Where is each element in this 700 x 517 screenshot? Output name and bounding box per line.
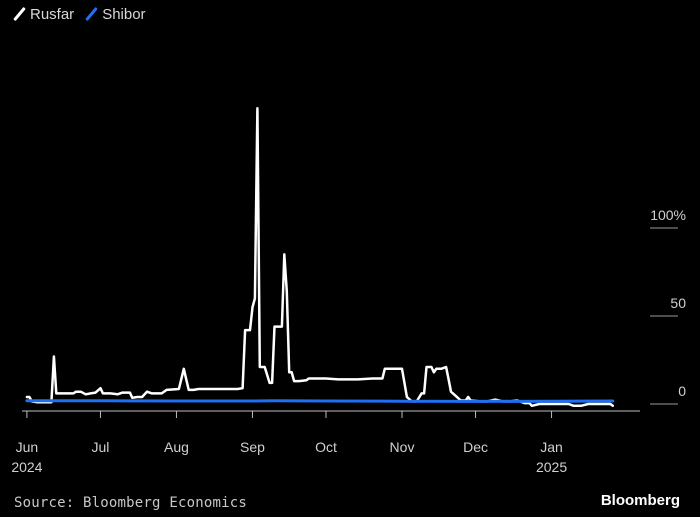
legend-item-shibor: Shibor: [86, 6, 145, 23]
series-line-shibor: [25, 399, 615, 403]
y-tick-label-0: 0: [678, 383, 686, 399]
x-tick-label-jun: Jun: [16, 439, 39, 455]
x-tick-year-2025: 2025: [536, 459, 567, 475]
x-tick-label-sep: Sep: [240, 439, 265, 455]
x-tick-label-aug: Aug: [164, 439, 189, 455]
source-note: Source: Bloomberg Economics: [14, 495, 247, 511]
x-tick-label-jul: Jul: [91, 439, 109, 455]
bloomberg-logo: Bloomberg: [600, 492, 680, 509]
x-tick-label-oct: Oct: [315, 439, 337, 455]
chart-legend: Rusfar Shibor: [14, 4, 146, 24]
x-tick-label-nov: Nov: [390, 439, 415, 455]
legend-item-rusfar: Rusfar: [14, 6, 74, 23]
y-tick-label-50: 50: [670, 295, 686, 311]
legend-label-rusfar: Rusfar: [30, 5, 75, 23]
series-line-rusfar: [25, 107, 615, 408]
x-tick-label-jan: Jan: [540, 439, 563, 455]
legend-label-shibor: Shibor: [102, 5, 146, 23]
y-tick-label-100: 100%: [650, 207, 686, 223]
x-tick-label-dec: Dec: [463, 439, 488, 455]
x-tick-year-2024: 2024: [11, 459, 42, 475]
